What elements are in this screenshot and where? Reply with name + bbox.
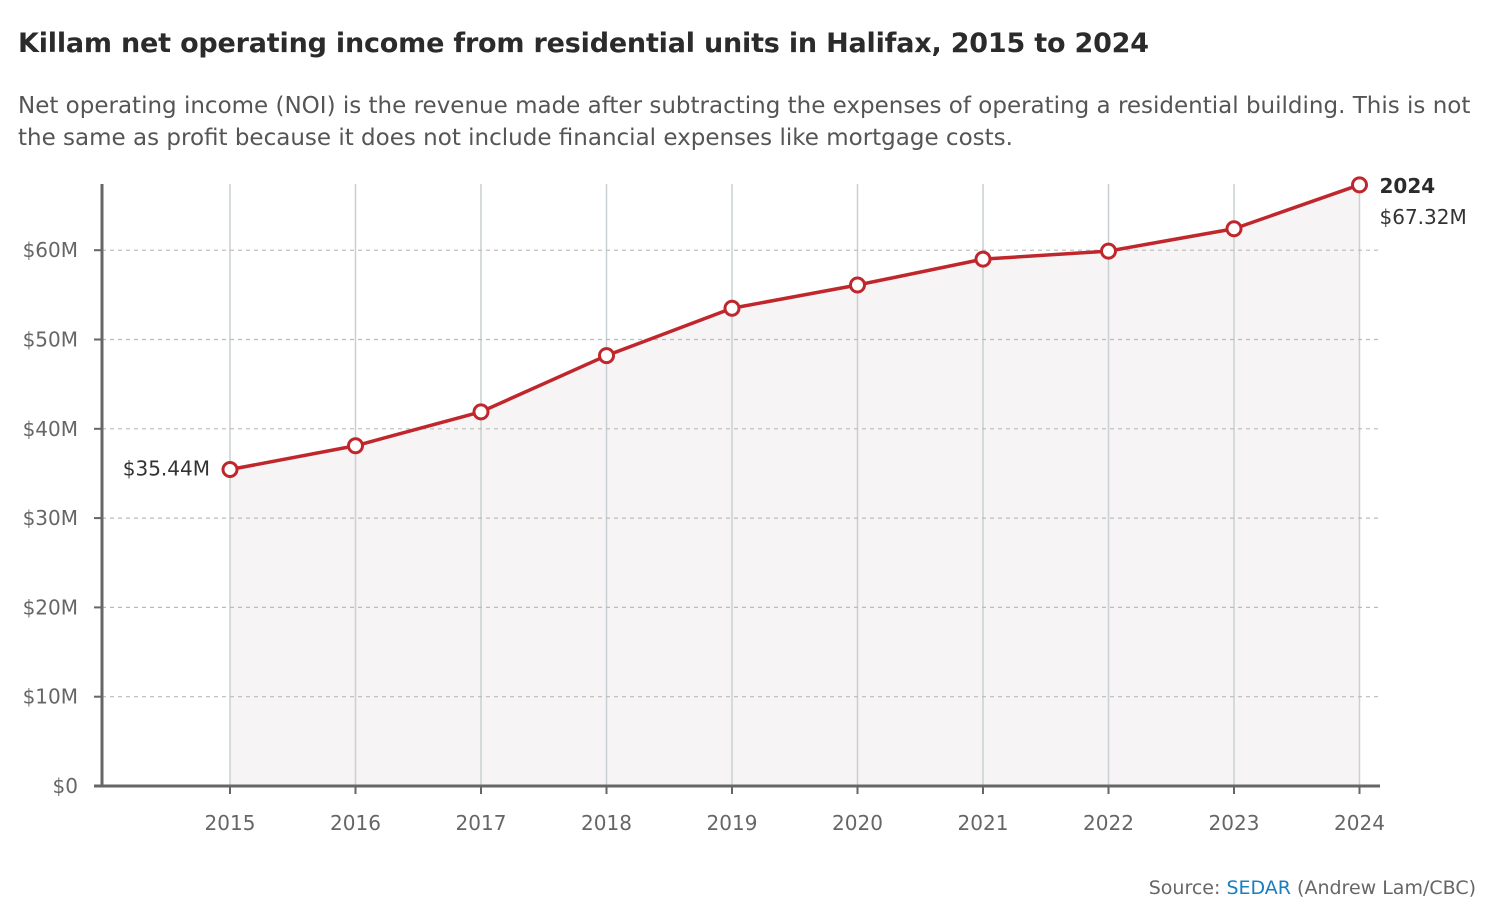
x-tick-label: 2019 (707, 811, 758, 835)
x-tick-label: 2024 (1334, 811, 1385, 835)
y-tick-label: $40M (23, 417, 78, 441)
series-line (228, 183, 1362, 472)
source-prefix: Source: (1148, 877, 1227, 899)
y-tick-label: $30M (23, 506, 78, 530)
data-point[interactable] (598, 347, 615, 365)
source-link[interactable]: SEDAR (1226, 877, 1291, 899)
area-fill (230, 184, 1360, 786)
annotation-start-value: $35.44M (123, 457, 210, 481)
x-tick-label: 2016 (330, 811, 381, 835)
data-point[interactable] (1225, 220, 1243, 238)
chart-title: Killam net operating income from residen… (18, 28, 1149, 59)
y-tick-label: $50M (23, 328, 78, 352)
x-tick-label: 2015 (205, 811, 256, 835)
y-tick-label: $0 (53, 774, 78, 798)
y-tick-label: $20M (23, 595, 78, 619)
annotation-end-value: $67.32M (1380, 205, 1467, 229)
x-tick-label: 2017 (456, 811, 507, 835)
x-tick-label: 2021 (958, 811, 1009, 835)
data-point[interactable] (1351, 176, 1368, 194)
x-tick-label: 2018 (581, 811, 632, 835)
y-tick-label: $10M (23, 685, 78, 709)
source-note: Source: SEDAR (Andrew Lam/CBC) (1149, 877, 1476, 899)
x-tick-label: 2022 (1083, 811, 1134, 835)
data-point[interactable] (1100, 242, 1117, 260)
data-point[interactable] (347, 437, 364, 455)
chart-subtitle: Net operating income (NOI) is the revenu… (18, 93, 1471, 151)
y-tick-label: $60M (23, 238, 78, 262)
x-tick-label: 2023 (1209, 811, 1260, 835)
data-point[interactable] (849, 276, 866, 294)
data-point[interactable] (221, 461, 239, 479)
data-point[interactable] (472, 403, 490, 421)
data-point[interactable] (723, 299, 741, 317)
source-suffix: (Andrew Lam/CBC) (1291, 877, 1476, 899)
data-point[interactable] (974, 250, 992, 268)
x-tick-label: 2020 (832, 811, 883, 835)
annotation-end-year: 2024 (1380, 174, 1436, 198)
